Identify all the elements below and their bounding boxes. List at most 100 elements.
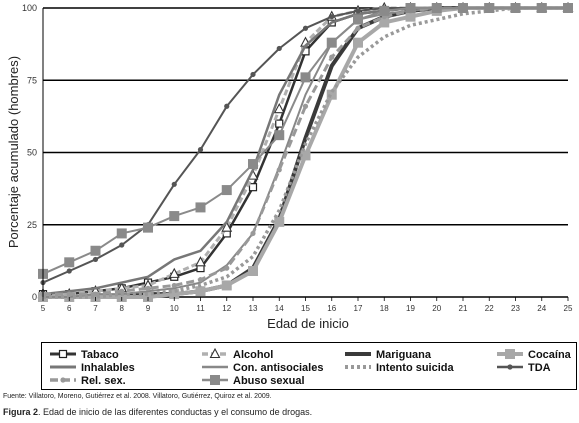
legend-item: Tabaco [50,349,119,361]
data-point [458,3,468,13]
source-note: Fuente: Villatoro, Moreno, Gutiérrez et … [3,393,272,400]
data-point [379,5,390,16]
data-point [405,3,416,13]
legend-item: Rel. sex. [50,375,126,387]
data-point [273,102,285,114]
data-point [353,14,363,25]
data-point [197,277,204,283]
data-point [355,25,361,31]
data-point [355,8,361,14]
data-point [250,71,256,78]
data-point [405,11,416,22]
legend-item: Abuso sexual [202,375,305,387]
data-point [431,3,442,13]
x-tick-label: 15 [301,304,310,313]
legend-item: Alcohol [202,347,273,361]
legend-item: Inhalables [50,362,135,374]
data-point [250,230,256,237]
data-point [276,167,282,173]
x-tick-label: 17 [354,304,363,313]
data-point [168,267,180,278]
y-tick-label: 50 [27,148,37,158]
data-point [248,265,258,276]
y-tick-label: 0 [32,292,37,302]
figure-caption: Figura 2. Edad de inicio de las diferent… [3,407,312,417]
data-point [302,103,309,109]
x-tick-label: 11 [196,304,205,313]
x-tick-label: 9 [146,304,151,313]
data-point [145,285,151,291]
legend-label: Intento suicida [376,362,455,374]
data-point [197,147,204,153]
x-tick-label: 6 [67,304,72,313]
legend: Tabaco Alcohol Mariguana Cocaína Inhalables C… [41,342,577,390]
legend-label: Rel. sex. [81,375,126,387]
data-point [221,221,233,232]
legend-label: Cocaína [528,349,572,361]
x-tick-label: 10 [170,304,179,313]
x-tick-label: 12 [222,304,231,313]
data-point [274,130,285,141]
data-point [329,54,335,60]
legend-label: Con. antisociales [233,362,323,374]
series-6 [43,6,568,299]
x-tick-label: 19 [406,304,415,313]
data-point [329,14,335,20]
data-point [90,245,101,256]
legend-marker [507,364,513,370]
data-point [171,282,177,289]
data-point [224,103,230,109]
data-point [300,72,311,83]
x-axis-label: Edad de inicio [267,316,349,331]
legend-marker [505,349,515,359]
data-point [116,228,127,239]
data-point [92,256,99,263]
data-point [195,286,206,297]
data-point [221,280,232,291]
legend-label: Alcohol [233,349,273,361]
y-tick-label: 25 [27,220,37,230]
data-point [353,37,363,48]
legend-label: Abuso sexual [233,375,305,387]
data-point [92,291,99,297]
data-point [195,256,206,267]
data-point [563,3,573,13]
data-point [510,3,521,13]
y-tick-label: 100 [22,3,37,13]
x-tick-label: 23 [511,304,520,313]
data-point [326,37,337,48]
caption-label: Figura 2 [3,407,39,417]
legend-marker [210,375,220,385]
legend-item: Intento suicida [345,362,455,374]
legend-item: Con. antisociales [202,362,323,374]
legend-item: Mariguana [345,349,432,361]
y-axis-label: Porcentaje acumulado (hombres) [6,56,21,248]
data-point [195,202,206,213]
x-tick-label: 25 [564,304,573,313]
y-tick-label: 75 [27,75,37,85]
legend-marker [60,377,66,383]
data-point [276,45,282,52]
data-point [64,257,75,268]
x-tick-label: 24 [537,304,546,313]
data-point [248,183,258,192]
data-point [484,3,495,13]
legend-marker [58,349,68,359]
data-point [169,211,180,222]
data-point [171,181,177,187]
legend-item: Cocaína [497,349,572,361]
data-point [119,288,125,294]
x-tick-label: 13 [249,304,258,313]
data-point [248,159,258,170]
x-tick-label: 18 [380,304,389,313]
data-point [66,268,72,274]
x-tick-label: 16 [327,304,336,313]
x-tick-label: 7 [93,304,98,313]
axes: 0 25 50 75 100 5 6 7 8 9 10 11 12 13 14 15 16 17 18 19 20 21 2… [22,3,573,313]
data-point [536,3,547,13]
data-point [66,291,72,297]
x-tick-label: 21 [459,304,468,313]
x-tick-label: 20 [432,304,441,313]
data-point [275,119,284,128]
caption-text: . Edad de inicio de las diferentes condu… [38,407,313,417]
